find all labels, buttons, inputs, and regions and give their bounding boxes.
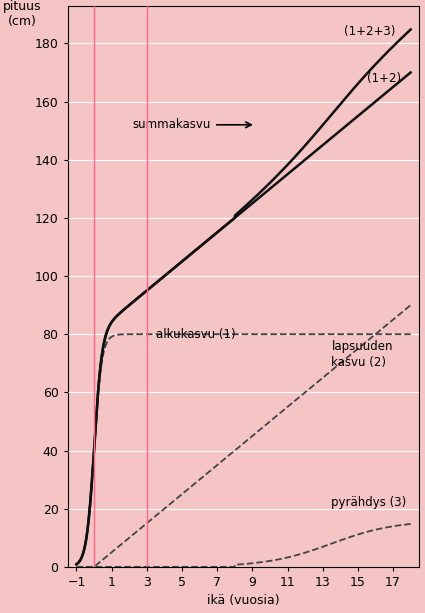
Text: (1+2): (1+2) (367, 72, 401, 85)
Text: alkukasvu (1): alkukasvu (1) (156, 328, 235, 341)
Text: (1+2+3): (1+2+3) (344, 25, 395, 38)
Text: summakasvu: summakasvu (133, 118, 251, 131)
Y-axis label: pituus
(cm): pituus (cm) (3, 0, 41, 28)
Text: lapsuuden
kasvu (2): lapsuuden kasvu (2) (332, 340, 393, 369)
X-axis label: ikä (vuosia): ikä (vuosia) (207, 595, 280, 607)
Text: pyrähdys (3): pyrähdys (3) (332, 497, 407, 509)
